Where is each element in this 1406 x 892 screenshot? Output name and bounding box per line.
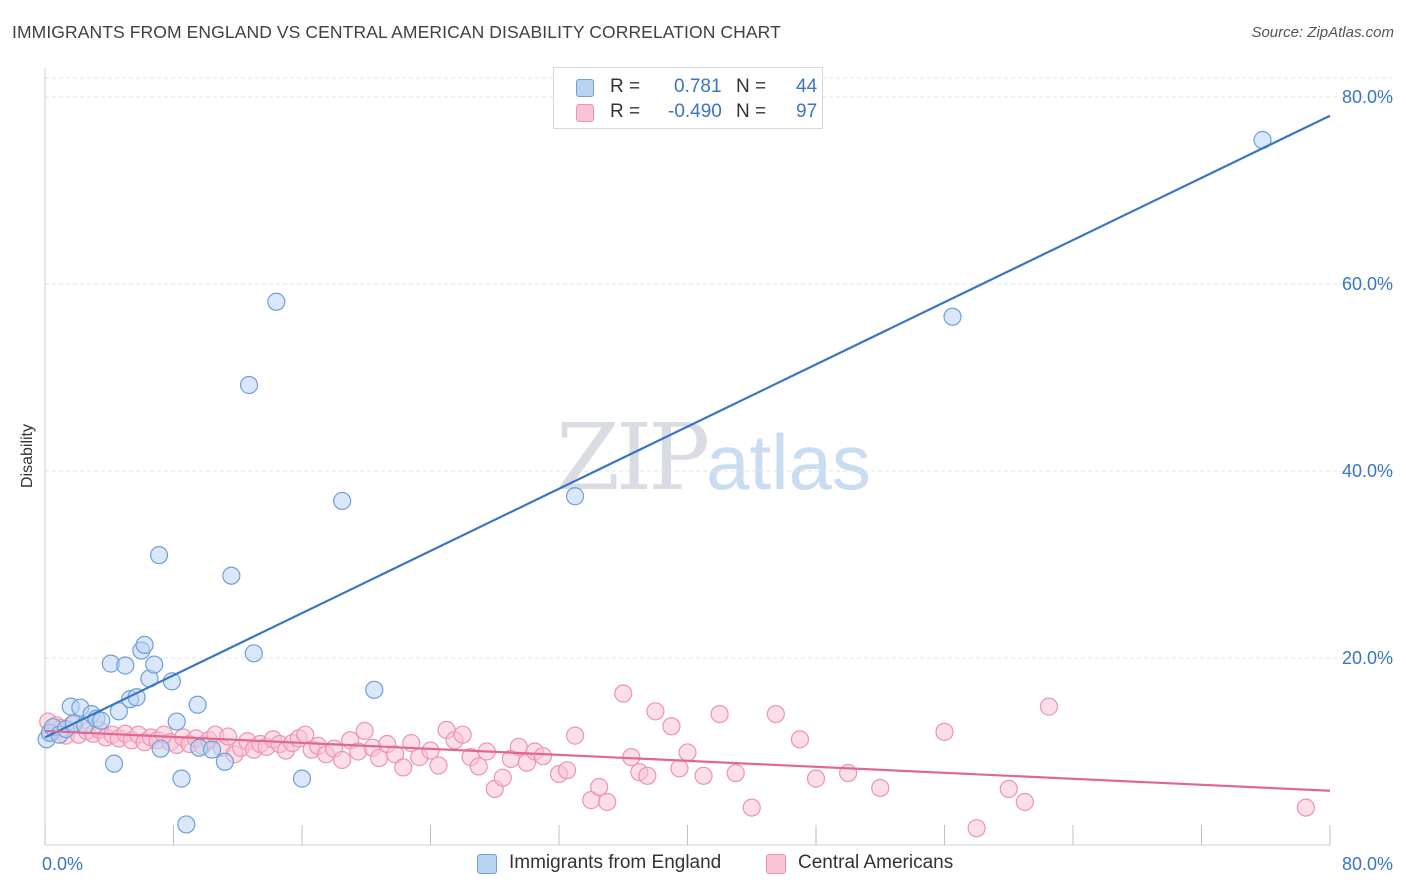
england-point [292,769,312,788]
england-point [943,307,962,326]
england-point [104,754,124,773]
central-americans-point [678,743,697,762]
central-americans-point [1015,792,1034,812]
y-axis-label: Disability [19,423,36,489]
england-point [215,752,234,771]
england-point [267,292,286,311]
central-americans-point [429,756,448,775]
central-americans-point [806,769,826,788]
england-point [151,739,170,758]
central-americans-point [453,725,472,744]
england-point [565,487,585,506]
england-point [333,491,352,511]
england-point [177,815,196,834]
trend-line-central-americans [44,729,1331,792]
trend-lines [44,114,1331,792]
legend-r-label: R = [610,101,641,122]
central-americans-point [493,768,512,787]
england-point [92,711,111,730]
central-americans-point [694,766,713,785]
correlation-legend: R = 0.781 N = 44 R = -0.490 N = 97 [553,67,823,129]
trend-line-england [44,114,1331,739]
central-americans-point [646,702,665,721]
legend-swatch-central-americans [766,854,786,874]
central-americans-point [638,766,657,785]
legend-swatch-england [576,79,594,97]
central-americans-point [565,726,585,745]
england-point [172,769,191,788]
england-point [222,566,241,585]
series-immigrants-from-england [37,130,1272,834]
legend-label-england: Immigrants from England [509,852,722,873]
england-point [188,695,207,714]
legend-swatch-central-americans [576,104,594,122]
england-point [116,656,135,675]
central-americans-point [557,761,577,780]
central-americans-point [598,792,617,812]
england-point [145,655,164,674]
england-point [239,375,259,395]
central-americans-point [726,763,745,783]
legend-n-label: N = [736,76,767,97]
legend-n-value: 97 [796,101,818,122]
tick-labels: 20.0% 40.0% 60.0% 80.0% 0.0% 80.0% [42,87,1393,874]
central-americans-point [333,750,352,770]
england-point [167,712,186,731]
legend-r-label: R = [610,76,641,97]
central-americans-point [967,819,986,838]
central-americans-point [355,721,374,741]
central-americans-point [1039,697,1059,716]
y-tick-label: 40.0% [1342,461,1393,481]
x-tick-label: 0.0% [42,854,83,874]
central-americans-point [766,704,785,724]
central-americans-point [590,777,609,797]
central-americans-point [662,717,681,736]
central-americans-point [999,779,1018,799]
central-americans-point [790,730,810,749]
central-americans-point [386,745,405,764]
central-americans-point [469,757,488,776]
legend-n-label: N = [736,101,767,122]
legend-label-central-americans: Central Americans [798,852,954,873]
central-americans-point [421,741,440,760]
central-americans-point [871,778,890,798]
england-point [149,546,169,565]
england-point [365,680,384,699]
chart-title: IMMIGRANTS FROM ENGLAND VS CENTRAL AMERI… [12,22,781,42]
grid-lines [45,77,1392,659]
central-americans-point [670,759,689,778]
source-credit: Source: ZipAtlas.com [1251,24,1394,41]
legend-r-value: 0.781 [674,76,722,97]
england-point [202,740,222,759]
central-americans-point [394,758,413,777]
england-point [244,644,263,663]
legend-swatch-england [477,854,497,874]
y-tick-label: 80.0% [1342,87,1393,107]
england-point [135,635,154,655]
axes [44,68,1331,846]
central-americans-point [533,747,553,766]
central-americans-point [614,684,633,703]
central-americans-point [742,798,761,817]
x-tick-label: 80.0% [1342,854,1393,874]
y-tick-label: 60.0% [1342,274,1393,294]
legend-n-value: 44 [796,76,818,97]
y-tick-label: 20.0% [1342,648,1393,668]
central-americans-point [710,704,729,724]
central-americans-point [219,727,238,746]
central-americans-point [1296,798,1316,817]
legend-r-value: -0.490 [668,101,722,122]
central-americans-point [935,722,954,741]
